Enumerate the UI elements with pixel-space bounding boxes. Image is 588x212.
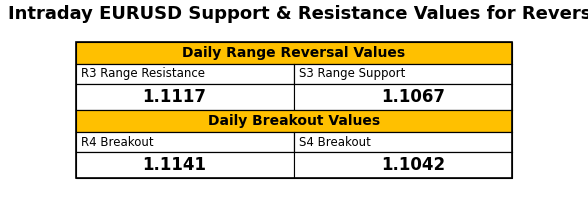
Text: Intraday EURUSD Support & Resistance Values for Reversals: Intraday EURUSD Support & Resistance Val…: [8, 5, 588, 23]
Text: Daily Breakout Values: Daily Breakout Values: [208, 114, 380, 128]
Text: S3 Range Support: S3 Range Support: [299, 67, 405, 81]
Text: R4 Breakout: R4 Breakout: [82, 135, 154, 148]
Text: 1.1141: 1.1141: [142, 156, 206, 174]
Text: 1.1117: 1.1117: [142, 88, 206, 106]
Bar: [294, 132, 512, 152]
Bar: [76, 42, 512, 64]
Text: S4 Breakout: S4 Breakout: [299, 135, 371, 148]
Bar: [294, 64, 512, 84]
Bar: [76, 84, 294, 110]
Text: 1.1042: 1.1042: [382, 156, 446, 174]
Text: Daily Range Reversal Values: Daily Range Reversal Values: [182, 46, 406, 60]
Text: R3 Range Resistance: R3 Range Resistance: [82, 67, 205, 81]
Bar: [294, 84, 512, 110]
Bar: [76, 152, 294, 178]
Bar: [294, 152, 512, 178]
Bar: [76, 132, 294, 152]
Bar: [76, 64, 294, 84]
Bar: [76, 110, 512, 132]
Bar: [76, 42, 512, 178]
Text: 1.1067: 1.1067: [382, 88, 446, 106]
